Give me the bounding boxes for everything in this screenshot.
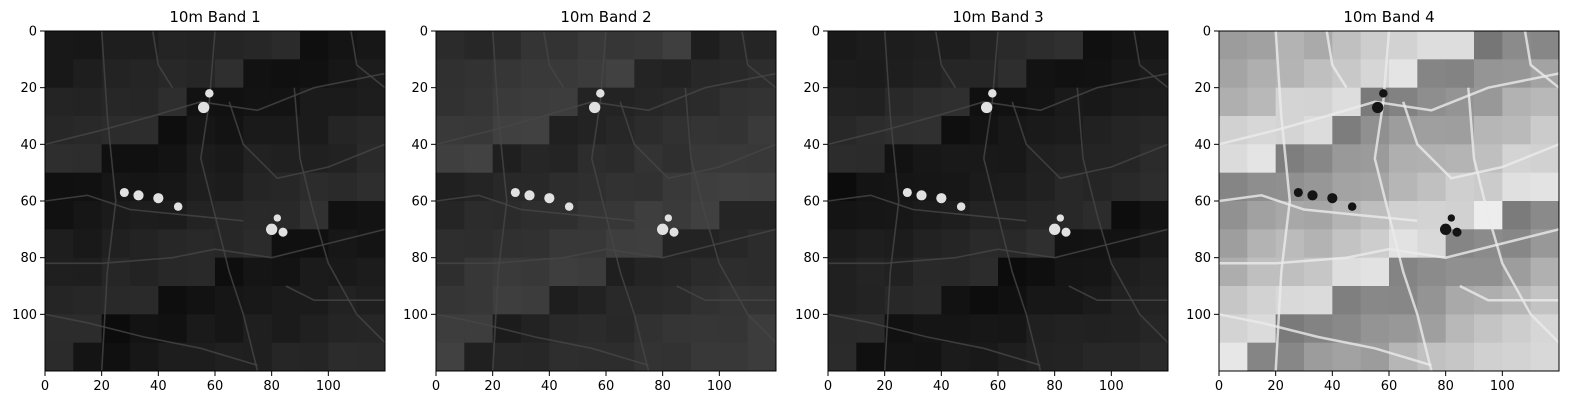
- y-tick-label: 60: [411, 195, 428, 210]
- panel-title: 10m Band 2: [560, 8, 651, 26]
- y-tick-label: 20: [20, 81, 37, 96]
- x-tick-label: 80: [1437, 379, 1454, 394]
- x-tick-label: 100: [1490, 379, 1515, 394]
- x-tick-label: 0: [432, 379, 440, 394]
- x-tick-label: 60: [598, 379, 615, 394]
- y-tick-label: 40: [20, 138, 37, 153]
- x-tick-label: 80: [263, 379, 280, 394]
- band-panel-1: 10m Band 1 0 20 40 60 80 100 0 20 40 60 80 100: [12, 8, 386, 394]
- y-tick-label: 80: [20, 251, 37, 266]
- x-tick-label: 40: [150, 379, 167, 394]
- y-tick-label: 100: [1186, 308, 1211, 323]
- y-tick-label: 60: [1194, 195, 1211, 210]
- y-tick-label: 60: [803, 195, 820, 210]
- x-tick-label: 40: [933, 379, 950, 394]
- band-image: [45, 31, 385, 371]
- x-tick-label: 60: [990, 379, 1007, 394]
- y-tick-label: 40: [1194, 138, 1211, 153]
- x-tick-label: 20: [93, 379, 110, 394]
- y-tick-label: 40: [803, 138, 820, 153]
- y-tick-label: 80: [803, 251, 820, 266]
- y-tick-label: 20: [411, 81, 428, 96]
- x-tick-label: 60: [1381, 379, 1398, 394]
- y-tick-label: 0: [812, 25, 820, 40]
- y-tick-label: 60: [20, 195, 37, 210]
- y-tick-label: 0: [29, 25, 37, 40]
- panel-title: 10m Band 1: [169, 8, 260, 26]
- y-tick-label: 80: [1194, 251, 1211, 266]
- y-tick-label: 80: [411, 251, 428, 266]
- x-tick-label: 100: [1099, 379, 1124, 394]
- x-tick-label: 100: [707, 379, 732, 394]
- band-panel-3: 10m Band 3 0 20 40 60 80 100 0 20 40 60 80 100: [795, 8, 1169, 394]
- y-tick-label: 20: [803, 81, 820, 96]
- band-image: [828, 31, 1168, 371]
- y-tick-label: 20: [1194, 81, 1211, 96]
- y-tick-label: 0: [420, 25, 428, 40]
- x-tick-label: 40: [1324, 379, 1341, 394]
- band-panel-4: 10m Band 4 0 20 40 60 80 100 0 20 40 60 80 100: [1186, 8, 1560, 394]
- x-tick-label: 40: [541, 379, 558, 394]
- x-tick-label: 0: [41, 379, 49, 394]
- x-tick-label: 0: [824, 379, 832, 394]
- y-tick-label: 40: [411, 138, 428, 153]
- panel-title: 10m Band 4: [1343, 8, 1434, 26]
- x-tick-label: 20: [1267, 379, 1284, 394]
- band-image: [436, 31, 776, 371]
- x-tick-label: 100: [316, 379, 341, 394]
- x-tick-label: 20: [876, 379, 893, 394]
- x-tick-label: 80: [654, 379, 671, 394]
- y-tick-label: 100: [403, 308, 428, 323]
- x-tick-label: 60: [207, 379, 224, 394]
- y-tick-label: 0: [1203, 25, 1211, 40]
- panel-title: 10m Band 3: [952, 8, 1043, 26]
- x-tick-label: 0: [1215, 379, 1223, 394]
- band-panel-2: 10m Band 2 0 20 40 60 80 100 0 20 40 60 80 100: [403, 8, 777, 394]
- y-tick-label: 100: [795, 308, 820, 323]
- x-tick-label: 20: [484, 379, 501, 394]
- y-tick-label: 100: [12, 308, 37, 323]
- x-tick-label: 80: [1046, 379, 1063, 394]
- band-image: [1219, 31, 1559, 371]
